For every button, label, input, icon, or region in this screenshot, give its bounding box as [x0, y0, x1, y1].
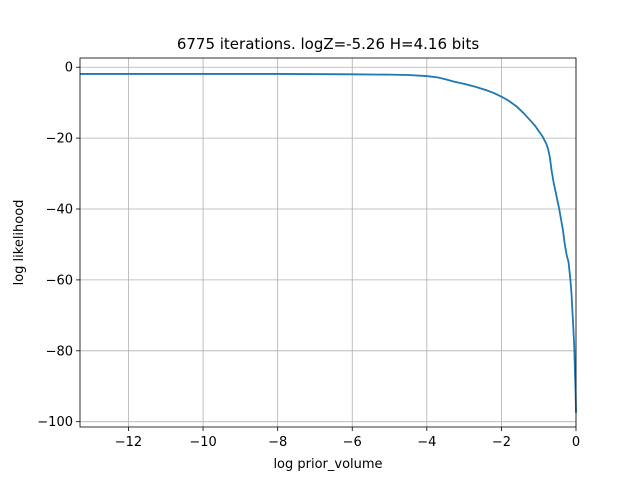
- x-tick-label: −10: [189, 435, 216, 450]
- x-tick-label: −4: [417, 435, 436, 450]
- y-tick-label: −60: [46, 273, 73, 288]
- y-axis-label: log likelihood: [12, 200, 27, 286]
- y-tick-label: −20: [46, 132, 73, 147]
- x-tick-label: −6: [343, 435, 362, 450]
- tick-layer: −12 −10 −8 −6 −4 −2 00−20−40−60−80−100: [37, 61, 580, 450]
- likelihood-line: [80, 73, 577, 413]
- x-tick-label: −2: [492, 435, 511, 450]
- plot-frame: [79, 57, 577, 428]
- chart-title: 6775 iterations. logZ=-5.26 H=4.16 bits: [177, 35, 480, 53]
- x-axis-label: log prior_volume: [273, 457, 382, 472]
- y-tick-label: 0: [65, 61, 73, 76]
- grid-lines: [80, 58, 577, 427]
- series-layer: [80, 73, 577, 413]
- x-tick-label: −12: [115, 435, 142, 450]
- x-tick-label: −8: [268, 435, 287, 450]
- y-tick-label: −40: [46, 203, 73, 218]
- x-tick-label: 0: [572, 435, 580, 450]
- y-tick-label: −80: [46, 344, 73, 359]
- y-tick-label: −100: [37, 415, 73, 430]
